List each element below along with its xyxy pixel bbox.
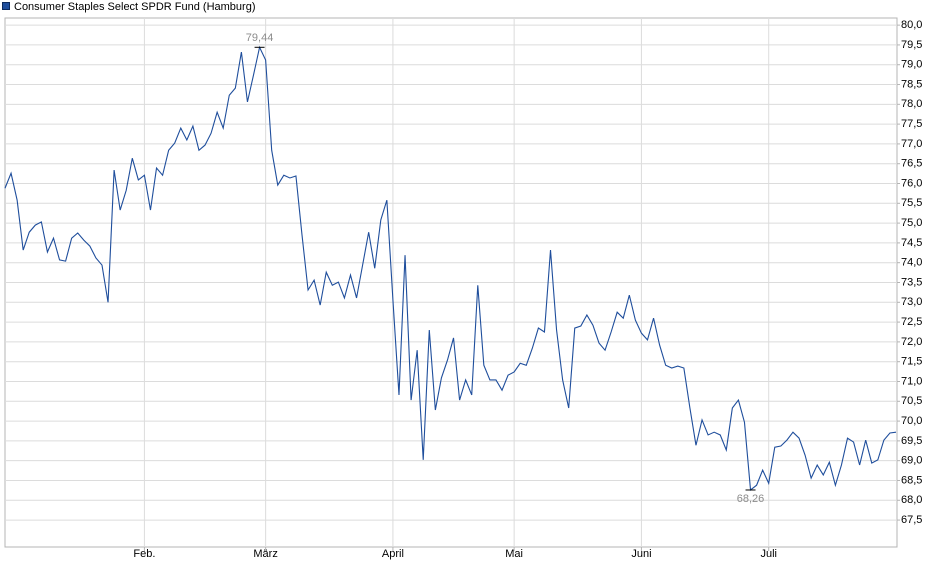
- y-tick-label: 70,5: [901, 395, 922, 407]
- x-tick-label: April: [382, 548, 404, 560]
- x-tick-label: März: [253, 548, 277, 560]
- y-tick-label: 78,0: [901, 98, 922, 110]
- y-tick-label: 72,0: [901, 336, 922, 348]
- y-tick-label: 69,0: [901, 455, 922, 467]
- x-tick-label: Mai: [505, 548, 523, 560]
- y-tick-label: 68,0: [901, 494, 922, 506]
- y-tick-label: 70,0: [901, 415, 922, 427]
- y-tick-label: 77,5: [901, 118, 922, 130]
- legend-swatch: [2, 2, 10, 10]
- y-tick-label: 74,0: [901, 257, 922, 269]
- y-tick-label: 67,5: [901, 514, 922, 526]
- y-tick-label: 79,5: [901, 39, 922, 51]
- y-tick-label: 74,5: [901, 237, 922, 249]
- y-tick-label: 71,5: [901, 356, 922, 368]
- x-tick-label: Juni: [631, 548, 651, 560]
- y-tick-label: 78,5: [901, 78, 922, 90]
- y-tick-label: 80,0: [901, 19, 922, 31]
- x-tick-label: Juli: [760, 548, 777, 560]
- y-tick-label: 75,0: [901, 217, 922, 229]
- y-tick-label: 77,0: [901, 138, 922, 150]
- y-tick-label: 76,0: [901, 177, 922, 189]
- y-tick-label: 75,5: [901, 197, 922, 209]
- y-tick-label: 71,0: [901, 375, 922, 387]
- y-tick-label: 73,5: [901, 276, 922, 288]
- price-line: [4, 45, 897, 492]
- y-tick-label: 72,5: [901, 316, 922, 328]
- extreme-label: 68,26: [737, 493, 765, 505]
- legend-label: Consumer Staples Select SPDR Fund (Hambu…: [14, 1, 255, 13]
- y-tick-label: 73,0: [901, 296, 922, 308]
- extreme-label: 79,44: [246, 32, 274, 44]
- y-tick-label: 69,5: [901, 435, 922, 447]
- y-tick-label: 68,5: [901, 474, 922, 486]
- y-tick-label: 76,5: [901, 158, 922, 170]
- x-tick-label: Feb.: [133, 548, 155, 560]
- y-tick-label: 79,0: [901, 59, 922, 71]
